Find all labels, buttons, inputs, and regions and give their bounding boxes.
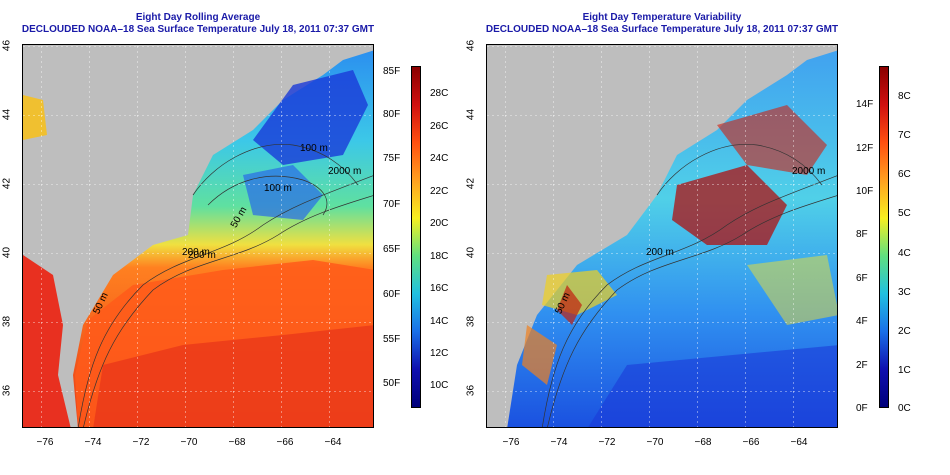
right-x-tick: −66 <box>742 437 760 448</box>
left-colorbar-c-label: 12C <box>430 348 449 359</box>
right-colorbar-f-label: 8F <box>856 229 868 240</box>
right-colorbar-c-label: 3C <box>898 287 911 298</box>
left-title: Eight Day Rolling Average <box>135 12 261 23</box>
left-colorbar-c-label: 10C <box>430 380 449 391</box>
right-colorbar-c-label: 6C <box>898 169 911 180</box>
right-colorbar-f-label: 6F <box>856 273 868 284</box>
left-colorbar-f-label: 55F <box>383 334 401 345</box>
right-colorbar-c-label: 0C <box>898 403 911 414</box>
right-y-tick: 38 <box>465 315 477 328</box>
left-y-tick: 42 <box>1 177 13 190</box>
right-colorbar-f-label: 14F <box>856 99 874 110</box>
left-colorbar-c-label: 16C <box>430 283 449 294</box>
left-colorbar-c-label: 26C <box>430 121 449 132</box>
left-colorbar-c-label: 24C <box>430 153 449 164</box>
left-contour-label: 100 m <box>300 143 328 154</box>
left-colorbar-f-label: 50F <box>383 378 401 389</box>
left-colorbar-c-label: 22C <box>430 186 449 197</box>
left-y-tick: 46 <box>1 39 13 52</box>
left-colorbar-f-label: 85F <box>383 66 401 77</box>
left-x-tick: −74 <box>84 437 102 448</box>
right-colorbar-c-label: 8C <box>898 91 911 102</box>
right-x-tick: −68 <box>694 437 712 448</box>
left-x-tick: −72 <box>132 437 150 448</box>
left-colorbar <box>411 66 421 408</box>
left-colorbar-c-label: 28C <box>430 88 449 99</box>
right-subtitle: DECLOUDED NOAA–18 Sea Surface Temperatur… <box>485 24 839 35</box>
right-colorbar-c-label: 5C <box>898 208 911 219</box>
right-colorbar-f-label: 10F <box>856 186 874 197</box>
left-colorbar-f-label: 60F <box>383 289 401 300</box>
right-y-tick: 46 <box>465 39 477 52</box>
left-y-tick: 36 <box>1 384 13 397</box>
left-contour-label: 200 m <box>182 247 210 258</box>
left-y-tick: 40 <box>1 246 13 259</box>
right-colorbar-c-label: 2C <box>898 326 911 337</box>
left-x-tick: −76 <box>36 437 54 448</box>
right-colorbar-c-label: 1C <box>898 365 911 376</box>
left-colorbar-c-label: 18C <box>430 251 449 262</box>
left-x-tick: −64 <box>324 437 342 448</box>
right-colorbar <box>879 66 889 408</box>
right-y-tick: 44 <box>465 108 477 121</box>
right-y-tick: 36 <box>465 384 477 397</box>
left-colorbar-c-label: 14C <box>430 316 449 327</box>
right-x-tick: −76 <box>502 437 520 448</box>
right-contour-label: 200 m <box>646 247 674 258</box>
right-variability-map <box>486 44 838 428</box>
left-colorbar-c-label: 20C <box>430 218 449 229</box>
right-contour-label: 2000 m <box>792 166 826 177</box>
left-colorbar-f-label: 80F <box>383 109 401 120</box>
right-title: Eight Day Temperature Variability <box>582 12 742 23</box>
right-x-tick: −74 <box>550 437 568 448</box>
left-colorbar-f-label: 65F <box>383 244 401 255</box>
left-x-tick: −66 <box>276 437 294 448</box>
right-colorbar-f-label: 0F <box>856 403 868 414</box>
left-y-tick: 38 <box>1 315 13 328</box>
right-x-tick: −70 <box>646 437 664 448</box>
right-y-tick: 42 <box>465 177 477 190</box>
right-colorbar-c-label: 4C <box>898 248 911 259</box>
left-contour-label: 2000 m <box>328 166 362 177</box>
left-x-tick: −70 <box>180 437 198 448</box>
right-x-tick: −64 <box>790 437 808 448</box>
left-colorbar-f-label: 70F <box>383 199 401 210</box>
left-subtitle: DECLOUDED NOAA–18 Sea Surface Temperatur… <box>21 24 375 35</box>
right-x-tick: −72 <box>598 437 616 448</box>
right-colorbar-f-label: 4F <box>856 316 868 327</box>
left-colorbar-f-label: 75F <box>383 153 401 164</box>
right-colorbar-f-label: 12F <box>856 143 874 154</box>
right-y-tick: 40 <box>465 246 477 259</box>
left-contour-label: 200 m <box>188 250 216 261</box>
left-sst-map <box>22 44 374 428</box>
right-colorbar-c-label: 7C <box>898 130 911 141</box>
left-contour-label: 100 m <box>264 183 292 194</box>
left-x-tick: −68 <box>228 437 246 448</box>
right-colorbar-f-label: 2F <box>856 360 868 371</box>
left-y-tick: 44 <box>1 108 13 121</box>
